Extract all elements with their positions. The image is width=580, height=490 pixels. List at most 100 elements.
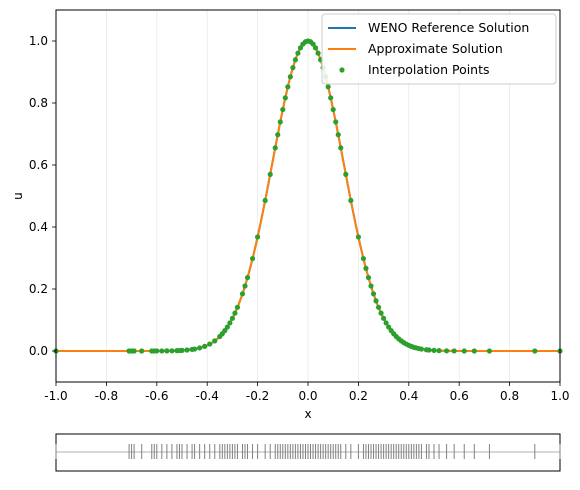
interp-point-92 <box>431 347 437 353</box>
interp-point-38 <box>277 119 283 125</box>
interp-point-75 <box>383 320 389 326</box>
interp-point-61 <box>335 132 341 138</box>
y-tick-label-0: 0.0 <box>29 344 48 358</box>
y-tick-label-4: 0.8 <box>29 96 48 110</box>
y-tick-label-5: 1.0 <box>29 34 48 48</box>
interp-point-19 <box>207 341 213 347</box>
interp-point-40 <box>282 95 288 101</box>
y-axis-label: u <box>11 192 25 200</box>
legend-swatch-points <box>339 67 345 73</box>
interp-point-70 <box>370 291 377 297</box>
node-ticks <box>55 444 561 459</box>
interp-point-14 <box>184 347 190 353</box>
interp-point-93 <box>436 348 442 354</box>
interp-point-58 <box>328 95 334 101</box>
interp-point-10 <box>169 348 175 354</box>
interp-point-31 <box>244 274 251 281</box>
interp-point-18 <box>202 343 208 349</box>
interp-point-32 <box>249 255 256 262</box>
legend-label-weno: WENO Reference Solution <box>368 20 529 35</box>
x-tick-label-8: 0.6 <box>450 389 469 403</box>
x-tick-label-2: -0.6 <box>145 389 168 403</box>
interp-point-39 <box>280 106 286 113</box>
y-tick-label-1: 0.2 <box>29 282 48 296</box>
interp-point-28 <box>234 304 241 310</box>
x-axis-label: x <box>304 407 311 421</box>
interp-point-42 <box>287 74 293 80</box>
series-layer <box>53 38 563 354</box>
x-tick-label-7: 0.4 <box>399 389 418 403</box>
interp-point-33 <box>255 234 261 240</box>
interp-point-17 <box>197 345 203 351</box>
interp-point-95 <box>451 348 457 354</box>
interp-point-43 <box>290 65 296 71</box>
interp-point-66 <box>360 255 367 262</box>
interp-point-94 <box>444 348 450 354</box>
interp-point-71 <box>373 298 379 304</box>
interp-point-98 <box>486 348 493 354</box>
interp-point-72 <box>375 304 382 310</box>
interp-point-73 <box>378 310 384 316</box>
interp-point-64 <box>348 197 354 204</box>
interp-point-97 <box>471 348 477 354</box>
interp-point-63 <box>343 171 349 177</box>
interp-point-69 <box>368 283 374 289</box>
interp-point-24 <box>224 324 230 330</box>
interp-point-45 <box>295 50 301 56</box>
legend-box <box>321 13 557 85</box>
interp-point-65 <box>355 234 361 240</box>
interp-point-68 <box>365 274 372 281</box>
interp-point-25 <box>227 320 233 326</box>
interp-point-46 <box>297 45 304 51</box>
interp-point-34 <box>262 197 268 204</box>
legend-label-approx: Approximate Solution <box>368 41 503 56</box>
x-tick-label-0: -1.0 <box>44 389 67 403</box>
x-tick-label-10: 1.0 <box>550 389 569 403</box>
interp-point-20 <box>212 338 218 344</box>
interp-point-67 <box>363 265 369 271</box>
x-tick-label-3: -0.4 <box>195 389 218 403</box>
interp-point-41 <box>285 84 291 90</box>
interp-point-51 <box>310 41 316 47</box>
interp-point-3 <box>131 348 137 354</box>
interp-point-44 <box>292 57 298 63</box>
interp-point-8 <box>159 348 165 354</box>
interp-point-26 <box>229 315 235 321</box>
interp-point-60 <box>333 119 339 125</box>
interp-point-4 <box>139 348 145 354</box>
node-distribution-panel <box>55 433 561 472</box>
interp-point-13 <box>179 347 185 353</box>
interp-point-52 <box>312 45 319 51</box>
interp-point-89 <box>418 346 424 352</box>
interp-point-16 <box>192 346 198 352</box>
interp-point-59 <box>330 106 336 113</box>
y-tick-label-2: 0.4 <box>29 220 48 234</box>
interp-point-29 <box>239 291 246 297</box>
interp-point-35 <box>267 171 273 177</box>
interp-point-53 <box>315 50 321 56</box>
interp-point-27 <box>232 310 238 316</box>
x-ticks: -1.0 -0.8 -0.6 -0.4 -0.2 0.0 0.2 0.4 0.6 0.8 1.0 <box>44 382 570 403</box>
interp-point-36 <box>272 145 278 151</box>
legend-label-points: Interpolation Points <box>368 62 490 77</box>
x-tick-label-4: -0.2 <box>246 389 269 403</box>
interp-point-37 <box>275 132 281 138</box>
interp-point-91 <box>426 347 432 353</box>
y-ticks: 0.0 0.2 0.4 0.6 0.8 1.0 <box>29 34 56 358</box>
interp-point-57 <box>325 84 331 90</box>
interp-point-9 <box>164 348 170 354</box>
interp-point-7 <box>154 348 160 354</box>
x-tick-label-5: 0.0 <box>298 389 317 403</box>
main-plot-axes: -1.0 -0.8 -0.6 -0.4 -0.2 0.0 0.2 0.4 0.6 0.8 1.0 0… <box>11 9 570 421</box>
interp-point-96 <box>461 348 467 354</box>
interp-point-30 <box>242 283 248 289</box>
legend: WENO Reference Solution Approximate Solu… <box>321 13 557 85</box>
y-tick-label-3: 0.6 <box>29 158 48 172</box>
interp-point-74 <box>381 315 387 321</box>
interp-point-62 <box>338 145 344 151</box>
x-tick-label-9: 0.8 <box>500 389 519 403</box>
x-tick-label-1: -0.8 <box>95 389 118 403</box>
x-tick-label-6: 0.2 <box>349 389 368 403</box>
